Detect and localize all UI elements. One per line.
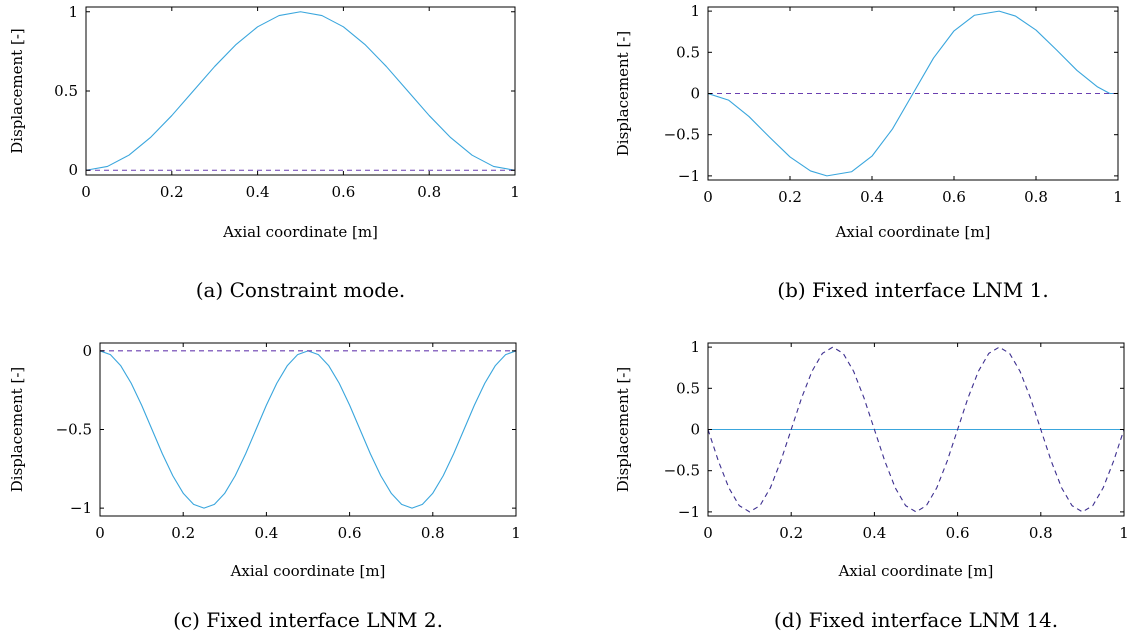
chart-panel-2: 0 0.2 0.4 0.6 0.8 1 −1 −0.5 0 Axial coordinate [m… bbox=[8, 342, 521, 632]
y-axis-label: Displacement [-] bbox=[8, 28, 26, 153]
y-tick-label: 0 bbox=[82, 342, 92, 360]
series-line-dashed bbox=[708, 346, 1124, 513]
x-tick-label: 0.6 bbox=[942, 188, 966, 206]
x-tick-label: 0.8 bbox=[421, 524, 445, 542]
y-axis-label: Displacement [-] bbox=[8, 367, 26, 492]
subfigure-caption: (a) Constraint mode. bbox=[196, 278, 406, 302]
chart-panel-0: 0 0.2 0.4 0.6 0.8 1 0 0.5 1 Axial coordinate [m] D… bbox=[8, 3, 520, 302]
y-tick-label: −1 bbox=[70, 499, 92, 517]
x-axis-label: Axial coordinate [m] bbox=[835, 223, 991, 241]
y-tick-label: 0.5 bbox=[676, 43, 700, 61]
y-tick-label: 0.5 bbox=[676, 379, 700, 397]
y-tick-label: −1 bbox=[678, 503, 700, 521]
x-tick-label: 0.6 bbox=[338, 524, 362, 542]
subfigure-caption: (b) Fixed interface LNM 1. bbox=[777, 278, 1048, 302]
x-tick-label: 1 bbox=[511, 524, 521, 542]
series-line-solid bbox=[86, 11, 515, 171]
subfigure-caption: (d) Fixed interface LNM 14. bbox=[774, 608, 1058, 632]
series-line-solid bbox=[708, 10, 1118, 177]
y-tick-label: 0 bbox=[68, 161, 78, 179]
x-tick-label: 0.8 bbox=[417, 183, 441, 201]
y-tick-label: −0.5 bbox=[56, 421, 92, 439]
x-tick-label: 0 bbox=[81, 183, 91, 201]
y-tick-label: −0.5 bbox=[664, 462, 700, 480]
x-axis-label: Axial coordinate [m] bbox=[230, 562, 386, 580]
x-tick-label: 0.2 bbox=[160, 183, 184, 201]
subfigure-caption: (c) Fixed interface LNM 2. bbox=[173, 608, 443, 632]
y-axis-label: Displacement [-] bbox=[614, 31, 632, 156]
y-tick-label: 0.5 bbox=[54, 82, 78, 100]
x-tick-label: 0 bbox=[703, 188, 713, 206]
x-tick-label: 0.6 bbox=[331, 183, 355, 201]
chart-panel-3: 0 0.2 0.4 0.6 0.8 1 −1 −0.5 0 0.5 1 Axial coordinat… bbox=[614, 338, 1129, 632]
x-tick-label: 0 bbox=[95, 524, 105, 542]
x-tick-label: 1 bbox=[1119, 524, 1129, 542]
y-tick-label: −0.5 bbox=[664, 126, 700, 144]
x-tick-label: 0 bbox=[703, 524, 713, 542]
x-tick-label: 0.6 bbox=[946, 524, 970, 542]
x-tick-label: 0.4 bbox=[860, 188, 884, 206]
y-axis-label: Displacement [-] bbox=[614, 367, 632, 492]
x-axis-label: Axial coordinate [m] bbox=[838, 562, 994, 580]
x-axis-label: Axial coordinate [m] bbox=[222, 223, 378, 241]
x-tick-label: 1 bbox=[1113, 188, 1123, 206]
x-tick-label: 0.2 bbox=[778, 188, 802, 206]
y-tick-label: 1 bbox=[68, 3, 78, 21]
plot-frame bbox=[99, 342, 517, 517]
y-tick-label: 0 bbox=[690, 421, 700, 439]
chart-panel-1: 0 0.2 0.4 0.6 0.8 1 −1 −0.5 0 0.5 1 Axial coordinat… bbox=[614, 2, 1123, 302]
y-tick-label: 1 bbox=[690, 2, 700, 20]
y-tick-label: −1 bbox=[678, 167, 700, 185]
plot-frame bbox=[85, 6, 516, 176]
y-tick-label: 1 bbox=[690, 338, 700, 356]
x-tick-label: 0.2 bbox=[779, 524, 803, 542]
x-tick-label: 0.4 bbox=[862, 524, 886, 542]
x-tick-label: 0.4 bbox=[254, 524, 278, 542]
series-line-solid bbox=[100, 350, 516, 509]
x-tick-label: 0.8 bbox=[1024, 188, 1048, 206]
x-tick-label: 0.4 bbox=[246, 183, 270, 201]
x-tick-label: 0.8 bbox=[1029, 524, 1053, 542]
x-tick-label: 1 bbox=[510, 183, 520, 201]
x-tick-label: 0.2 bbox=[171, 524, 195, 542]
y-tick-label: 0 bbox=[690, 85, 700, 103]
